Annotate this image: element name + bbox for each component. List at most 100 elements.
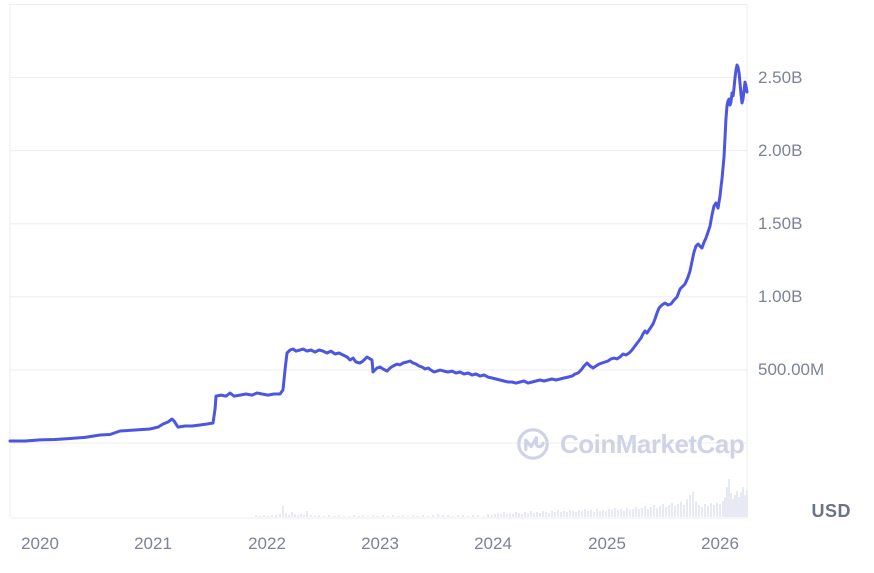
volume-bar: [372, 515, 374, 517]
volume-bar: [698, 505, 700, 517]
price-line: [8, 63, 749, 443]
volume-bar: [734, 495, 736, 517]
volume-bar: [572, 511, 574, 517]
volume-bar: [442, 515, 444, 517]
volume-bar: [557, 510, 559, 517]
volume-bar: [724, 497, 726, 517]
volume-bar: [477, 515, 479, 517]
volume-bar: [294, 514, 296, 517]
volume-bar: [367, 516, 369, 517]
volume-bar: [255, 515, 257, 517]
volume-bar: [575, 512, 577, 517]
volume-bar: [491, 515, 493, 517]
volume-bar: [487, 514, 489, 517]
volume-bar: [323, 516, 325, 517]
volume-bar: [427, 516, 429, 517]
volume-bar: [560, 512, 562, 517]
y-tick-label: 1.00B: [758, 287, 803, 306]
volume-bar: [611, 510, 613, 517]
volume-bars: [255, 479, 748, 517]
volume-bar: [530, 511, 532, 517]
volume-bar: [695, 501, 697, 517]
volume-bar: [291, 512, 293, 517]
volume-bar: [397, 516, 399, 517]
volume-bar: [665, 507, 667, 517]
volume-bar: [506, 514, 508, 517]
volume-bar: [659, 506, 661, 517]
volume-bar: [377, 516, 379, 517]
volume-bar: [590, 510, 592, 517]
volume-bar: [710, 503, 712, 517]
volume-bar: [662, 504, 664, 517]
volume-bar: [738, 497, 740, 517]
volume-bar: [512, 514, 514, 517]
volume-bar: [626, 508, 628, 517]
volume-bar: [656, 508, 658, 517]
volume-bar: [457, 515, 459, 517]
volume-bar: [713, 505, 715, 517]
volume-bar: [494, 514, 496, 517]
volume-bar: [563, 511, 565, 517]
gridlines: [9, 3, 748, 519]
volume-bar: [742, 487, 744, 517]
volume-bar: [306, 511, 308, 517]
volume-bar: [608, 509, 610, 517]
volume-bar: [328, 515, 330, 517]
volume-bar: [267, 516, 269, 517]
volume-bar: [362, 515, 364, 517]
volume-bar: [515, 512, 517, 517]
volume-bar: [740, 492, 742, 517]
volume-bar: [275, 515, 277, 517]
volume-bar: [472, 515, 474, 517]
volume-bar: [285, 513, 287, 517]
volume-bar: [318, 515, 320, 517]
volume-bar: [707, 506, 709, 517]
volume-bar: [581, 511, 583, 517]
volume-bar: [303, 515, 305, 517]
volume-bar: [701, 507, 703, 517]
volume-bar: [482, 516, 484, 517]
volume-bar: [716, 502, 718, 517]
volume-bar: [533, 513, 535, 517]
volume-bar: [554, 512, 556, 517]
volume-bar: [638, 509, 640, 517]
volume-bar: [288, 515, 290, 517]
volume-bar: [452, 516, 454, 517]
x-tick-label: 2026: [701, 534, 739, 553]
currency-unit-label: USD: [811, 501, 851, 521]
volume-bar: [343, 516, 345, 517]
volume-bar: [653, 505, 655, 517]
volume-bar: [282, 506, 284, 517]
volume-bar: [677, 504, 679, 517]
volume-bar: [387, 516, 389, 517]
volume-bar: [744, 495, 746, 517]
volume-bar: [447, 515, 449, 517]
volume-bar: [683, 505, 685, 517]
volume-bar: [728, 479, 730, 517]
volume-bar: [524, 512, 526, 517]
volume-bar: [503, 512, 505, 517]
volume-bar: [620, 509, 622, 517]
volume-bar: [518, 513, 520, 517]
volume-bar: [279, 514, 281, 517]
volume-bar: [314, 516, 316, 517]
volume-bar: [259, 516, 261, 517]
volume-bar: [382, 515, 384, 517]
volume-bar: [617, 510, 619, 517]
volume-bar: [417, 516, 419, 517]
volume-bar: [338, 515, 340, 517]
volume-bar: [358, 516, 360, 517]
volume-bar: [671, 503, 673, 517]
volume-bar: [602, 510, 604, 517]
volume-bar: [623, 511, 625, 517]
volume-bar: [644, 506, 646, 517]
volume-bar: [521, 514, 523, 517]
x-tick-label: 2023: [361, 534, 399, 553]
x-tick-label: 2022: [248, 534, 286, 553]
volume-bar: [412, 515, 414, 517]
y-tick-label: 2.50B: [758, 68, 803, 87]
volume-bar: [263, 515, 265, 517]
volume-bar: [689, 495, 691, 517]
